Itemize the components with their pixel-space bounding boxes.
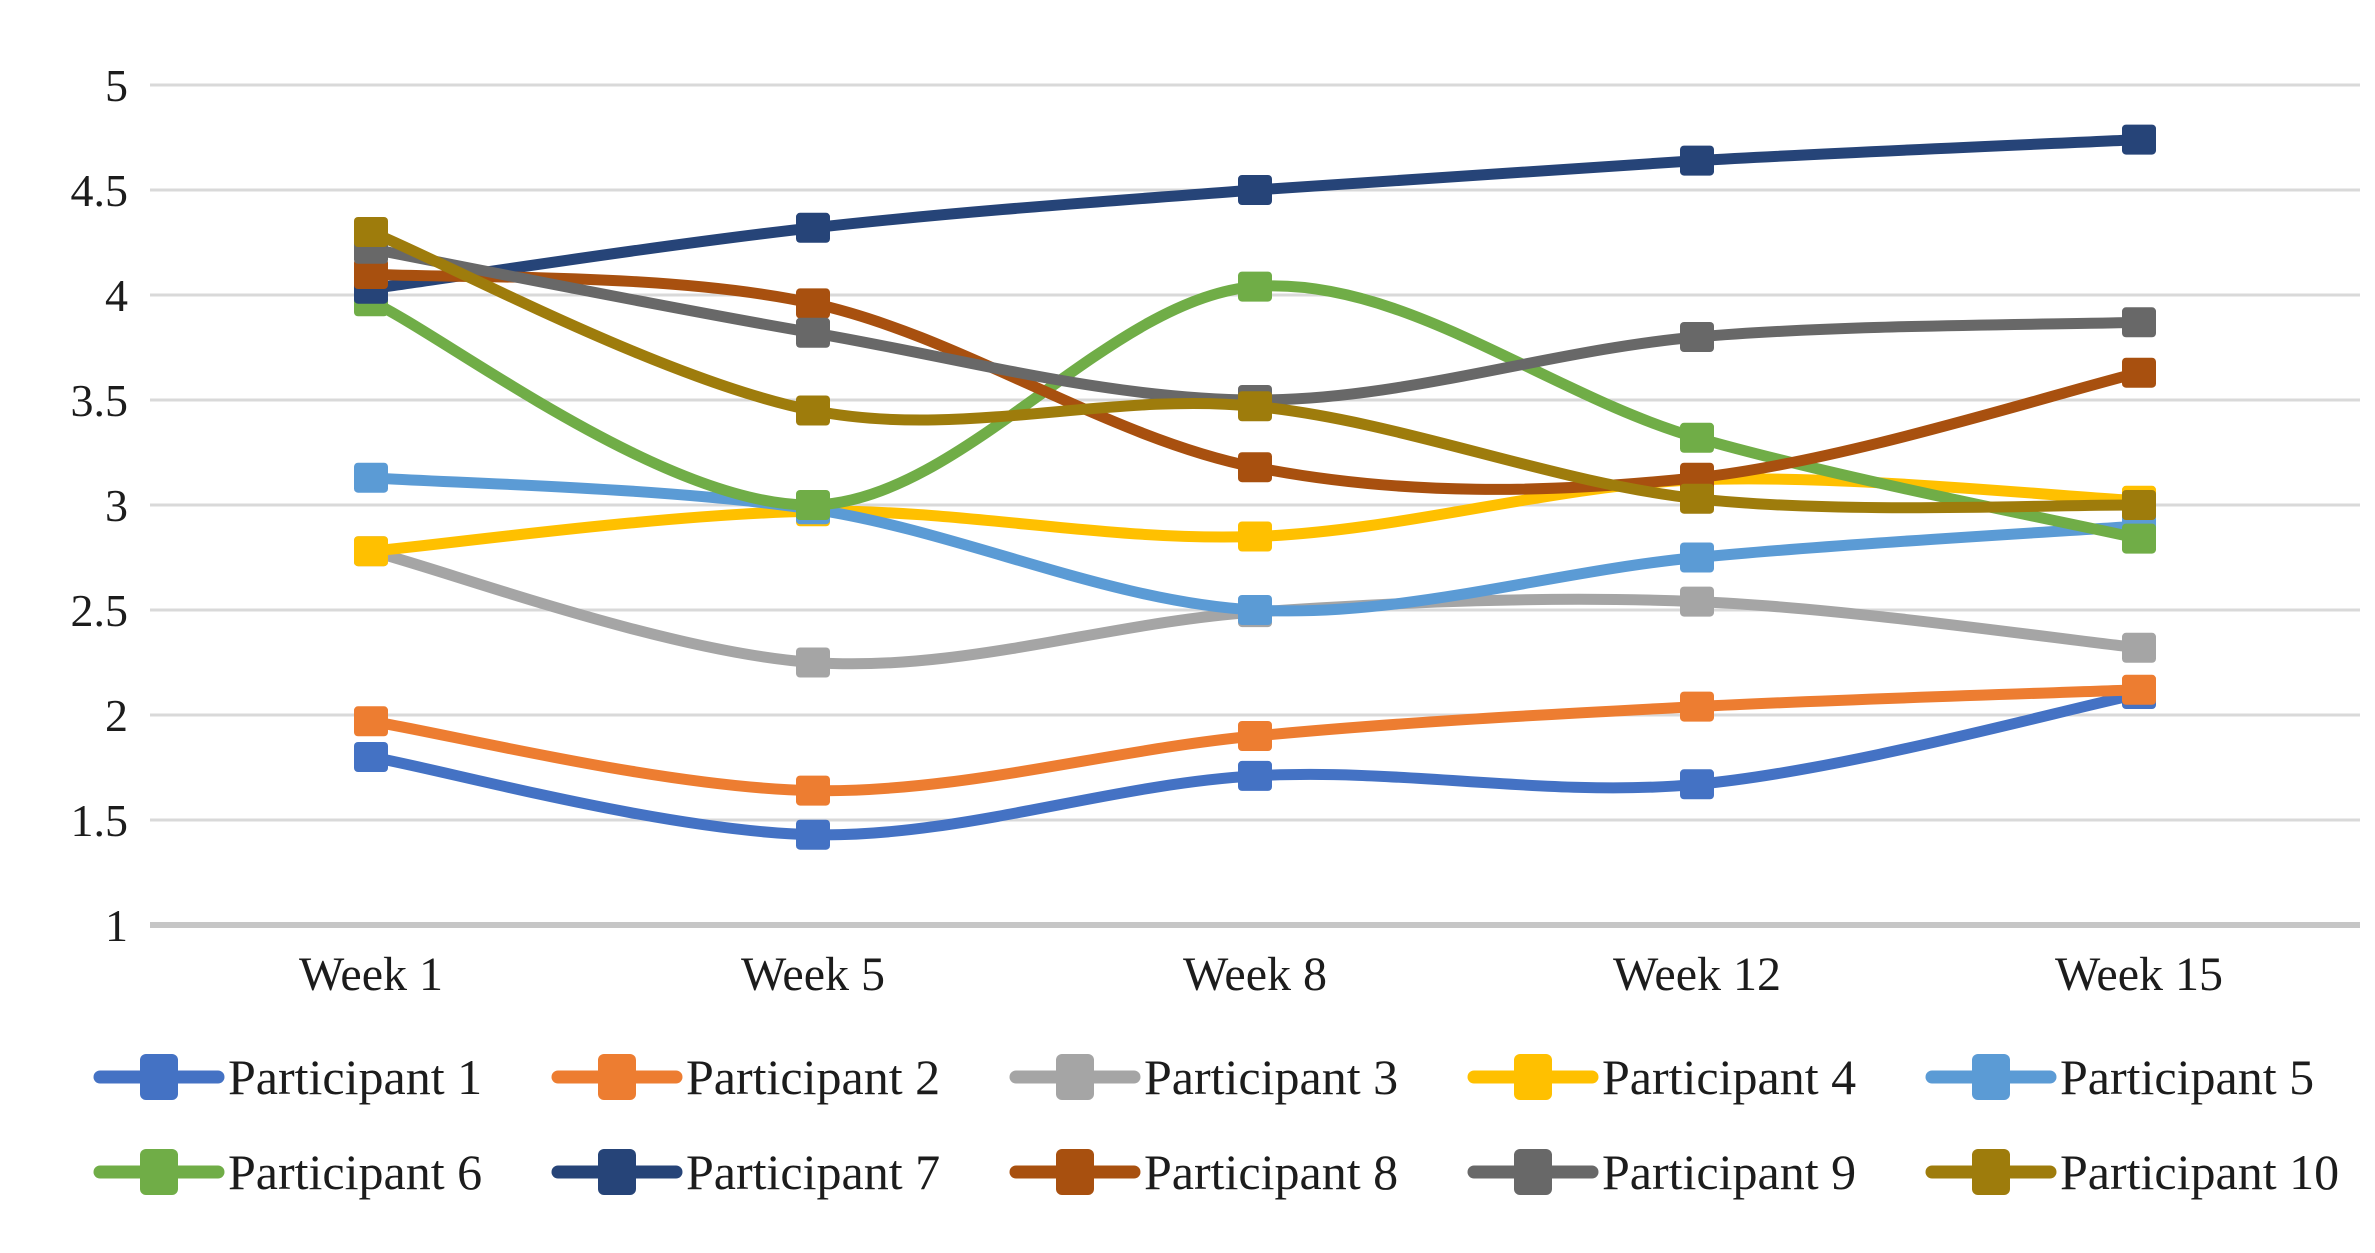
- x-tick-label: Week 5: [741, 948, 885, 1001]
- series-marker-8: [354, 259, 388, 289]
- series-marker-2: [2122, 674, 2156, 705]
- legend-label: Participant 7: [686, 1144, 940, 1200]
- legend-label: Participant 3: [1144, 1049, 1398, 1105]
- legend-label: Participant 9: [1602, 1144, 1856, 1200]
- x-tick-label: Week 12: [1613, 948, 1781, 1001]
- series-marker-4: [1238, 521, 1272, 552]
- y-tick-label: 4: [105, 270, 128, 321]
- series-line-9: [365, 243, 2145, 406]
- x-tick-label: Week 8: [1183, 948, 1327, 1001]
- legend-key-marker: [598, 1054, 636, 1100]
- series-marker-10: [1238, 391, 1272, 422]
- series-marker-3: [796, 647, 830, 678]
- legend-label: Participant 4: [1602, 1049, 1856, 1105]
- series-marker-7: [2122, 124, 2156, 155]
- legend-label: Participant 2: [686, 1049, 940, 1105]
- y-tick-label: 4.5: [71, 165, 129, 216]
- series-marker-9: [796, 317, 830, 348]
- legend-label: Participant 1: [228, 1049, 482, 1105]
- series-marker-3: [2122, 632, 2156, 663]
- legend-label: Participant 5: [2060, 1049, 2314, 1105]
- series-marker-3: [1680, 586, 1714, 617]
- legend-key-marker: [1056, 1054, 1094, 1100]
- legend-label: Participant 10: [2060, 1144, 2339, 1200]
- legend-key-marker: [140, 1054, 178, 1100]
- x-tick-label: Week 15: [2055, 948, 2223, 1001]
- y-tick-label: 3: [105, 480, 128, 531]
- legend-key-marker: [1514, 1054, 1552, 1100]
- series-marker-2: [796, 775, 830, 806]
- y-tick-label: 1.5: [71, 795, 129, 846]
- series-line-7: [365, 134, 2145, 295]
- series-marker-10: [796, 395, 830, 426]
- series-marker-2: [1238, 721, 1272, 751]
- series-marker-6: [796, 490, 830, 520]
- series-marker-5: [1680, 542, 1714, 573]
- series-marker-6: [1680, 422, 1714, 453]
- series-marker-9: [1680, 322, 1714, 352]
- y-tick-label: 5: [105, 60, 128, 111]
- series-marker-8: [2122, 357, 2156, 388]
- series-marker-7: [796, 212, 830, 243]
- y-tick-label: 1: [105, 900, 128, 951]
- legend-key-marker: [1514, 1149, 1552, 1195]
- series-marker-6: [2122, 523, 2156, 554]
- series-marker-7: [1680, 145, 1714, 176]
- y-tick-label: 2: [105, 690, 128, 741]
- series-marker-10: [1680, 483, 1714, 514]
- series-marker-8: [796, 288, 830, 319]
- series-marker-8: [1238, 452, 1272, 483]
- series-marker-5: [354, 462, 388, 493]
- y-tick-label: 3.5: [71, 375, 129, 426]
- legend-key-marker: [140, 1149, 178, 1195]
- series-marker-2: [1680, 691, 1714, 722]
- series-marker-1: [354, 742, 388, 772]
- legend-key-marker: [598, 1149, 636, 1195]
- series-marker-1: [1680, 769, 1714, 800]
- series-marker-1: [796, 819, 830, 850]
- x-tick-label: Week 1: [299, 948, 443, 1001]
- series-marker-4: [354, 536, 388, 567]
- legend-key-marker: [1972, 1054, 2010, 1100]
- y-tick-label: 2.5: [71, 585, 129, 636]
- series-marker-5: [1238, 595, 1272, 625]
- series-marker-1: [1238, 760, 1272, 791]
- series-marker-2: [354, 706, 388, 737]
- series-marker-9: [2122, 307, 2156, 338]
- series-marker-6: [1238, 271, 1272, 302]
- legend-key-marker: [1056, 1149, 1094, 1195]
- legend-label: Participant 8: [1144, 1144, 1398, 1200]
- legend-label: Participant 6: [228, 1144, 482, 1200]
- series-marker-10: [354, 217, 388, 247]
- series-marker-10: [2122, 490, 2156, 520]
- legend-key-marker: [1972, 1149, 2010, 1195]
- series-marker-7: [1238, 175, 1272, 205]
